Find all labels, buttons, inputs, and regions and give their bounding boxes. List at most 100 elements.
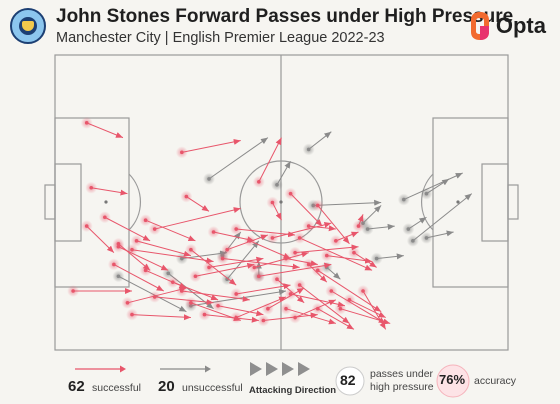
successful-pass-arrow <box>86 225 115 254</box>
chart-subtitle: Manchester City | English Premier League… <box>56 30 385 46</box>
successful-pass-arrow <box>271 202 282 221</box>
chart-title: John Stones Forward Passes under High Pr… <box>56 6 514 27</box>
unsuccessful-pass-arrow <box>308 131 332 150</box>
unsuccessful-pass-arrow <box>313 199 382 206</box>
successful-pass-arrow <box>290 293 346 308</box>
unsuccessful-pass-arrow <box>367 223 395 230</box>
successful-pass-arrow <box>213 231 255 243</box>
accuracy-value: 76% <box>439 372 466 387</box>
successful-pass-arrow <box>154 207 241 230</box>
successful-pass-arrow <box>272 221 332 239</box>
unsuccessful-pass-arrow <box>426 178 450 195</box>
crest-ship-icon <box>22 21 34 31</box>
club-crest <box>10 8 46 44</box>
successful-pass-arrow <box>145 219 196 242</box>
successful-pass-arrow <box>136 240 192 257</box>
successful-pass-arrow <box>357 214 364 227</box>
left-six-yard-box <box>54 163 82 242</box>
successful-pass-arrow <box>308 225 336 232</box>
successful-pass-arrow <box>181 138 241 153</box>
right-penalty-arc <box>420 173 434 231</box>
successful-label: successful <box>92 382 142 394</box>
centre-spot <box>279 200 283 204</box>
unsuccessful-pass-arrow <box>376 253 404 260</box>
successful-pass-arrow <box>308 264 328 283</box>
successful-pass-arrow <box>186 196 210 212</box>
successful-count: 62 <box>68 378 85 395</box>
successful-pass-arrow <box>249 240 291 260</box>
unsuccessful-pass-arrow <box>408 216 427 230</box>
successful-pass-arrow <box>86 122 124 139</box>
successful-pass-arrow <box>258 137 282 183</box>
successful-pass-arrow <box>353 252 377 268</box>
legend-graphics <box>75 362 470 398</box>
successful-pass-arrow <box>145 269 187 289</box>
unsuccessful-count: 20 <box>158 378 175 395</box>
direction-arrow-1 <box>250 362 262 376</box>
successful-pass-arrow <box>290 193 323 227</box>
successful-pass-arrow <box>317 269 382 313</box>
successful-pass-arrow <box>113 264 164 292</box>
legend-unsuccessful-arrowhead <box>205 365 211 373</box>
successful-pass-origin <box>71 289 75 293</box>
successful-pass-arrow <box>340 308 391 325</box>
successful-pass-origin <box>89 185 94 190</box>
successful-pass-arrow <box>236 228 296 238</box>
successful-pass-arrow <box>335 231 359 242</box>
passes-count: 82 <box>340 372 356 388</box>
successful-pass-arrow <box>267 287 305 310</box>
left-penalty-spot <box>104 200 108 204</box>
passes-label-2: high pressure <box>370 381 434 393</box>
successful-pass-arrow <box>195 262 255 277</box>
unsuccessful-pass-arrow <box>426 230 454 239</box>
successful-pass-arrow <box>349 299 386 318</box>
successful-pass-arrow <box>208 256 264 268</box>
successful-pass-arrow <box>91 187 128 196</box>
successful-pass-arrow <box>217 305 264 317</box>
unsuccessful-pass-arrow <box>276 160 291 186</box>
successful-pass-arrow <box>285 308 337 325</box>
left-goal <box>44 184 56 220</box>
successful-pass-arrow <box>154 296 214 306</box>
direction-label: Attacking Direction <box>249 385 337 396</box>
accuracy-badge <box>436 364 470 398</box>
opta-wordmark: Opta <box>495 13 546 38</box>
passes-label-1: passes under <box>370 368 434 380</box>
successful-pass-arrow <box>104 216 151 242</box>
opta-mark-icon <box>470 12 489 40</box>
successful-pass-arrow <box>299 237 373 271</box>
successful-pass-origin <box>207 265 211 270</box>
direction-arrow-2 <box>266 362 278 376</box>
unsuccessful-pass-arrow <box>208 137 269 180</box>
direction-arrow-3 <box>282 362 294 376</box>
right-penalty-box <box>432 117 509 288</box>
successful-pass-arrow <box>236 296 287 319</box>
successful-pass-arrow <box>131 314 191 321</box>
successful-pass-arrow <box>331 290 386 324</box>
passes-badge <box>335 366 365 396</box>
successful-passes <box>67 116 391 330</box>
successful-pass-arrow <box>222 258 300 270</box>
successful-pass-arrow <box>131 249 214 264</box>
unsuccessful-passes <box>112 131 473 313</box>
unsuccessful-pass-arrow <box>403 172 463 201</box>
unsuccessful-pass-arrow <box>412 193 473 242</box>
opta-logo: Opta <box>469 8 546 44</box>
unsuccessful-pass-arrow <box>326 267 341 280</box>
legend-successful-arrowhead <box>120 365 126 373</box>
right-penalty-spot <box>456 200 460 204</box>
successful-pass-origin <box>125 301 130 305</box>
left-penalty-arc <box>128 173 142 231</box>
right-goal <box>507 184 519 220</box>
unsuccessful-label: unsuccessful <box>182 382 243 394</box>
unsuccessful-pass-arrow <box>226 240 260 280</box>
successful-pass-arrow <box>362 290 387 330</box>
unsuccessful-pass-arrow <box>362 205 382 224</box>
successful-pass-arrow <box>294 299 337 319</box>
successful-pass-arrow <box>236 283 291 295</box>
successful-pass-arrow <box>326 255 373 264</box>
successful-pass-arrow <box>276 278 305 304</box>
successful-pass-arrow <box>317 308 355 330</box>
direction-arrow-4 <box>298 362 310 376</box>
